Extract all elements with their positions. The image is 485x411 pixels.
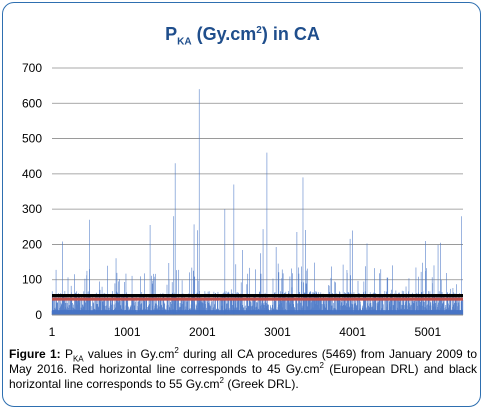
y-tick-label: 200 — [22, 237, 42, 251]
x-tick-label: 4001 — [339, 325, 366, 339]
pka-chart: 0 100 200 300 400 500 600 700 1 1001 2001 3001 4001 5… — [22, 61, 464, 339]
y-tick-label: 100 — [22, 273, 42, 287]
pka-bars — [51, 224, 464, 315]
y-tick-label: 500 — [22, 132, 42, 146]
y-tick-label: 0 — [35, 308, 42, 322]
y-tick-label: 300 — [22, 202, 42, 216]
x-tick-label: 1001 — [114, 325, 141, 339]
chart-title: PKA (Gy.cm2) in CA — [165, 24, 320, 48]
y-tick-label: 600 — [22, 96, 42, 110]
y-tick-label: 700 — [22, 61, 42, 75]
x-tick-label: 3001 — [264, 325, 291, 339]
x-tick-label: 5001 — [414, 325, 441, 339]
figure-caption: Figure 1: PKA values in Gy.cm2 during al… — [9, 346, 477, 392]
x-tick-label: 2001 — [189, 325, 216, 339]
y-tick-label: 400 — [22, 167, 42, 181]
x-tick-label: 1 — [49, 325, 56, 339]
figure-frame — [2, 2, 481, 407]
dense-base-band — [52, 310, 463, 315]
